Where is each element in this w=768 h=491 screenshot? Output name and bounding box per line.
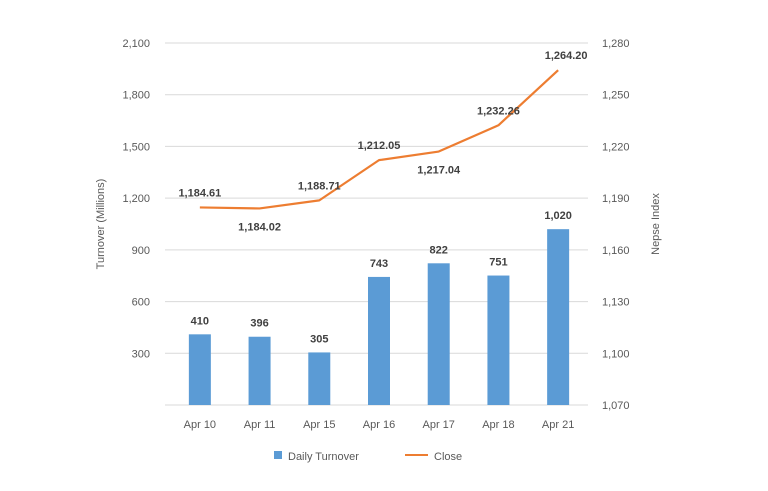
y2-axis-title: Nepse Index: [650, 193, 662, 255]
y-axis-title: Turnover (Millions): [95, 179, 107, 270]
bars: [188, 229, 570, 405]
close-data-label: 1,264.20: [545, 50, 588, 62]
y-tick-label: 600: [132, 297, 150, 309]
y-tick-label: 900: [132, 245, 150, 257]
x-tick-label: Apr 16: [363, 419, 395, 431]
x-tick-label: Apr 11: [244, 419, 276, 431]
y2-tick-label: 1,100: [602, 348, 630, 360]
x-tick-label: Apr 18: [482, 419, 514, 431]
bar-data-label: 743: [370, 258, 388, 270]
legend: Daily Turnover Close: [274, 451, 462, 463]
y2-tick-label: 1,280: [602, 38, 630, 50]
x-tick-label: Apr 15: [303, 419, 335, 431]
close-data-label: 1,184.02: [238, 221, 281, 233]
y2-tick-label: 1,130: [602, 297, 630, 309]
y2-tick-label: 1,220: [602, 141, 630, 153]
y-tick-label: 1,500: [122, 141, 150, 153]
bar-daily-turnover: [368, 276, 390, 405]
bar-data-label: 822: [430, 244, 448, 256]
close-data-label: 1,217.04: [417, 165, 461, 177]
y-tick-label: 300: [132, 348, 150, 360]
data-labels: 410 396 305 743 822 751 1,020 1,184.61 1,184.02 1…: [178, 50, 587, 345]
axes: 1,070 1,100 1,130 1,160 1,190 1,220 1,250 1,280…: [122, 38, 629, 431]
y2-tick-label: 1,250: [602, 90, 630, 102]
close-line: [199, 69, 559, 210]
bar-daily-turnover: [547, 229, 570, 405]
y-tick-label: 2,100: [122, 38, 150, 50]
y-tick-label: 1,800: [122, 90, 150, 102]
bar-data-label: 305: [310, 333, 328, 345]
close-data-label: 1,212.05: [358, 140, 401, 152]
close-data-label: 1,188.71: [298, 180, 341, 192]
bar-data-label: 396: [250, 318, 268, 330]
bar-data-label: 751: [489, 257, 507, 269]
bar-daily-turnover: [487, 275, 510, 405]
y-tick-label: 1,200: [122, 193, 150, 205]
close-data-label: 1,184.61: [178, 187, 221, 199]
bar-daily-turnover: [248, 336, 271, 405]
legend-label-daily-turnover: Daily Turnover: [288, 451, 359, 463]
bar-daily-turnover: [188, 334, 211, 405]
legend-label-close: Close: [434, 451, 462, 463]
bar-data-label: 410: [191, 315, 209, 327]
x-tick-label: Apr 21: [542, 419, 574, 431]
x-tick-label: Apr 10: [184, 419, 216, 431]
x-tick-label: Apr 17: [423, 419, 455, 431]
y2-tick-label: 1,190: [602, 193, 630, 205]
y2-tick-label: 1,160: [602, 245, 630, 257]
bar-daily-turnover: [308, 352, 331, 405]
bar-data-label: 1,020: [544, 210, 572, 222]
close-line-group: [199, 69, 559, 210]
y2-tick-label: 1,070: [602, 400, 630, 412]
legend-swatch-daily-turnover: [274, 451, 282, 459]
close-data-label: 1,232.26: [477, 105, 520, 117]
bar-daily-turnover: [427, 263, 450, 405]
